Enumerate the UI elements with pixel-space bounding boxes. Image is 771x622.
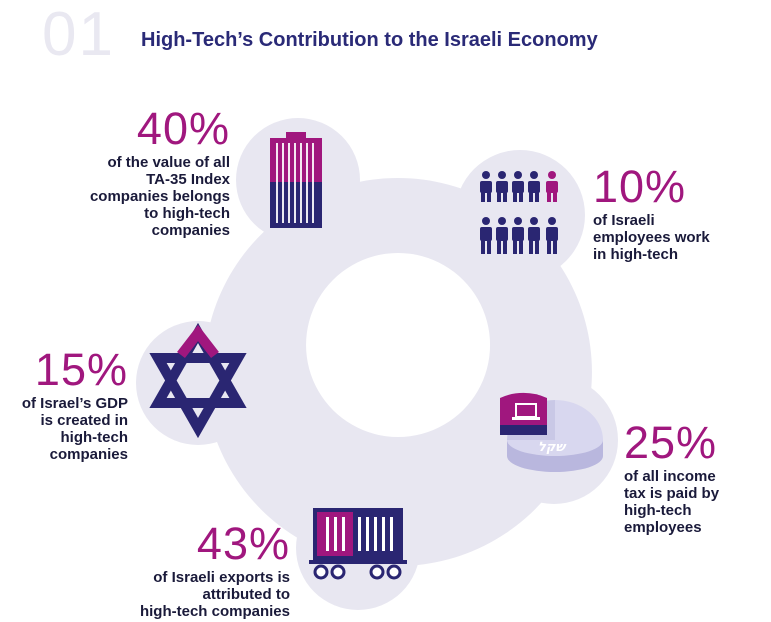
stat-description: of Israeli exports is attributed to high… [110,569,290,620]
stat-employees: 10% of Israeli employees work in high-te… [593,164,753,263]
stat-line: of Israeli exports is [153,569,290,586]
svg-text:שקל: שקל [538,440,567,455]
stat-line: of the value of all [107,154,230,171]
stat-line: companies belongs [89,188,230,205]
stat-line: of Israel’s GDP [21,395,128,412]
stat-percent: 43% [196,518,290,569]
bubble-employees [455,150,585,280]
stat-percent: 25% [624,417,718,468]
stat-line: of Israeli [593,212,655,229]
stat-description: of Israel’s GDP is created in high-tech … [0,395,128,463]
stat-line: companies [151,222,230,239]
stat-line: in high-tech [593,246,678,263]
ring-shape [203,178,592,566]
stat-line: attributed to [202,586,291,603]
stat-line: employees work [593,229,710,246]
stat-gdp: 15% of Israel’s GDP is created in high-t… [0,347,128,463]
stat-line: high-tech [624,502,692,519]
stat-line: employees [624,519,702,536]
people-icon [480,171,558,254]
stat-exports: 43% of Israeli exports is attributed to … [110,521,290,620]
stat-line: companies [49,446,128,463]
stat-income-tax: 25% of all income tax is paid by high-te… [624,420,764,536]
stat-line: TA-35 Index [146,171,230,188]
page-title: High-Tech’s Contribution to the Israeli … [141,29,598,51]
cargo-train-icon [309,508,407,580]
stat-tase: 40% of the value of all TA-35 Index comp… [80,106,230,239]
stat-description: of all income tax is paid by high-tech e… [624,468,764,536]
stat-description: of Israeli employees work in high-tech [593,212,753,263]
stat-line: of all income [624,468,716,485]
bubble-gdp [136,321,260,445]
stat-percent: 15% [34,344,128,395]
stat-description: of the value of all TA-35 Index companie… [80,154,230,239]
star-of-david-icon [149,322,247,439]
stat-line: to high-tech [144,205,230,222]
building-icon [270,132,322,228]
tax-pie-icon: שקל [500,392,603,472]
stat-line: high-tech [60,429,129,446]
stat-line: is created in [40,412,128,429]
chapter-number: 01 [42,0,115,69]
stat-line: tax is paid by [624,485,720,502]
stat-percent: 10% [593,161,687,212]
stat-line: high-tech companies [139,603,290,620]
stat-percent: 40% [136,103,230,154]
